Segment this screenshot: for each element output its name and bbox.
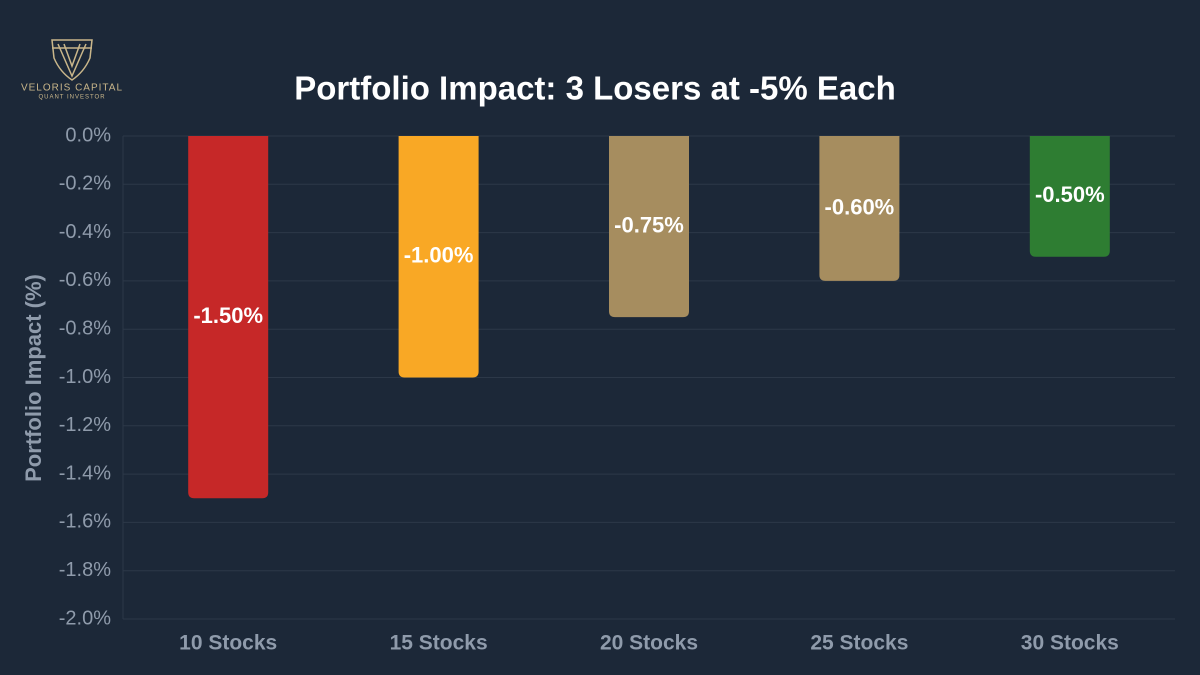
logo-tagline: QUANT INVESTOR bbox=[38, 95, 105, 101]
logo-icon bbox=[51, 39, 93, 81]
bar bbox=[188, 136, 269, 499]
bar bbox=[398, 136, 479, 378]
value-label: -0.60% bbox=[825, 194, 895, 219]
value-label: -1.50% bbox=[193, 303, 263, 328]
bar bbox=[819, 136, 900, 281]
y-tick-label: -1.2% bbox=[59, 414, 111, 436]
value-label: -0.75% bbox=[614, 212, 684, 237]
y-tick-label: -0.8% bbox=[59, 317, 111, 339]
x-tick-label: 10 Stocks bbox=[179, 632, 277, 655]
y-axis-label: Portfolio Impact (%) bbox=[21, 274, 46, 482]
chart-title: Portfolio Impact: 3 Losers at -5% Each bbox=[294, 70, 895, 107]
y-tick-label: -1.4% bbox=[59, 462, 111, 484]
bar bbox=[609, 136, 689, 318]
x-tick-label: 30 Stocks bbox=[1021, 632, 1119, 655]
value-label: -0.50% bbox=[1035, 182, 1105, 207]
x-tick-label: 15 Stocks bbox=[390, 632, 488, 655]
y-tick-label: 0.0% bbox=[65, 124, 111, 146]
logo-name: VELORIS CAPITAL bbox=[21, 83, 123, 94]
y-tick-label: -0.6% bbox=[59, 269, 111, 291]
bar bbox=[1029, 136, 1110, 257]
y-tick-label: -1.6% bbox=[59, 511, 111, 533]
y-tick-label: -1.0% bbox=[59, 366, 111, 388]
x-tick-label: 20 Stocks bbox=[600, 632, 698, 655]
y-tick-label: -0.2% bbox=[59, 173, 111, 195]
x-tick-label: 25 Stocks bbox=[810, 632, 908, 655]
value-label: -1.00% bbox=[404, 243, 474, 268]
y-tick-label: -2.0% bbox=[59, 607, 111, 629]
y-tick-label: -0.4% bbox=[59, 221, 111, 243]
y-tick-label: -1.8% bbox=[59, 559, 111, 581]
